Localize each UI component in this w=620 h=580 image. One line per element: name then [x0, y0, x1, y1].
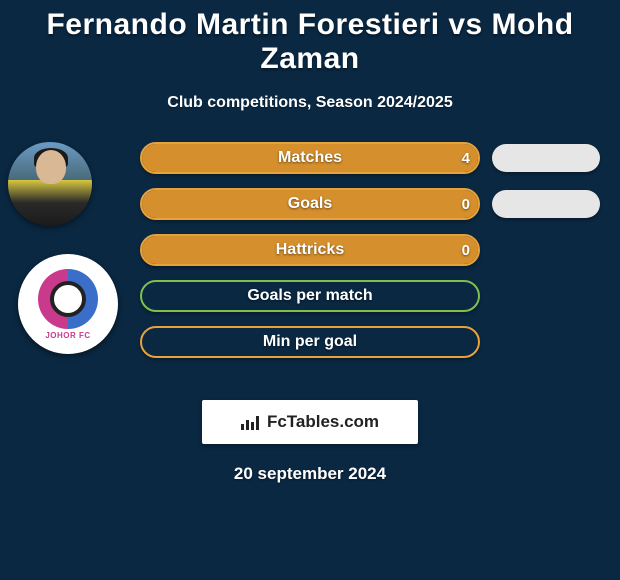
stats-bars: Matches 4 Goals 0 Hattricks 0 Goals per match M… — [140, 142, 480, 372]
subtitle: Club competitions, Season 2024/2025 — [0, 94, 620, 112]
stat-value-player1: 4 — [462, 150, 470, 167]
stats-area: JOHOR FC Matches 4 Goals 0 Hattricks 0 Goals p… — [0, 142, 620, 382]
comparison-card: Fernando Martin Forestieri vs Mohd Zaman… — [0, 0, 620, 580]
opponent-value-pill — [492, 144, 600, 172]
stat-label: Goals — [288, 195, 332, 213]
stat-value-player1: 0 — [462, 242, 470, 259]
chart-icon — [241, 414, 261, 430]
avatars-column: JOHOR FC — [8, 142, 118, 354]
stat-value-player1: 0 — [462, 196, 470, 213]
club-badge-text: JOHOR FC — [45, 331, 90, 340]
brand-text: FcTables.com — [267, 412, 379, 432]
club-badge-icon — [38, 269, 98, 329]
page-title: Fernando Martin Forestieri vs Mohd Zaman — [0, 0, 620, 76]
stat-bar: Matches 4 — [140, 142, 480, 174]
player2-avatar: JOHOR FC — [18, 254, 118, 354]
stat-label: Goals per match — [247, 287, 372, 305]
stat-label: Min per goal — [263, 333, 357, 351]
opponent-value-pill — [492, 190, 600, 218]
stat-bar: Goals 0 — [140, 188, 480, 220]
stat-label: Matches — [278, 149, 342, 167]
brand-box: FcTables.com — [202, 400, 418, 444]
player1-avatar — [8, 142, 92, 226]
stat-bar: Hattricks 0 — [140, 234, 480, 266]
opponent-pills — [492, 142, 600, 236]
stat-bar: Goals per match — [140, 280, 480, 312]
stat-bar: Min per goal — [140, 326, 480, 358]
stat-label: Hattricks — [276, 241, 344, 259]
date-text: 20 september 2024 — [0, 464, 620, 484]
